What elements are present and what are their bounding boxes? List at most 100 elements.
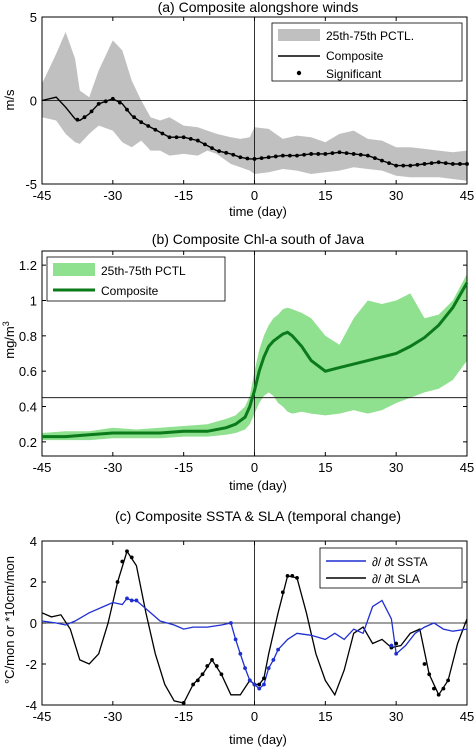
panel-a-significant-marker [245,156,250,161]
panel-a-significant-marker [323,152,328,156]
panel-a-legend-marker-swatch [296,70,302,76]
panel-c-sla-significant-marker [210,658,214,662]
panel-a-significant-marker [89,109,94,114]
panel-a-significant-marker [217,149,221,154]
panel-b-percentile-band [42,274,467,441]
panel-c-sla-significant-marker [295,576,299,580]
panel-c-sla-significant-marker [290,573,295,578]
panel-a-significant-marker [75,117,80,122]
panel-c-title: (c) Composite SSTA & SLA (temporal chang… [115,508,401,524]
panel-a-significant-marker [195,138,200,143]
panel-a-significant-marker [238,155,243,160]
panel-c-sla-significant-marker [219,672,224,677]
panel-c-sla-significant-marker [257,682,262,687]
panel-a-significant-marker [146,124,151,128]
panel-c-ssta-significant-marker [252,682,257,687]
panel-a-significant-marker [373,156,377,161]
panel-c-ssta-significant-marker [262,682,266,687]
panel-a-significant-marker [224,150,229,155]
panel-a-significant-marker [167,135,172,140]
panel-a-significant-marker [443,161,448,166]
panel-c-sla-significant-marker [280,590,285,595]
panel-a-significant-marker [103,99,108,104]
panel-a-xlabel: time (day) [229,204,287,219]
panel-a-x-tick-label: 15 [318,188,332,203]
panel-b-ylabel-text: mg/m [2,326,17,359]
panel-a-significant-marker [181,135,186,140]
panel-a-significant-marker [365,153,370,158]
panel-a-composite-alongshore-winds: (a) Composite alongshore winds m/s time … [2,0,474,219]
panel-c-sla-significant-marker [262,676,266,681]
panel-c-ssta-significant-marker [394,651,399,656]
panel-b-x-tick-label: 15 [318,460,332,475]
panel-b-y-tick-label: 1.2 [19,258,37,273]
panel-a-legend-band-swatch [278,29,320,41]
panel-b-legend-label: Composite [101,284,159,298]
panel-a-significant-marker [125,107,129,112]
panel-a-significant-marker [273,154,278,159]
panel-a-percentile-band [42,32,467,181]
panel-c-ssta-significant-marker [266,666,271,670]
panel-b-x-tick-label: -30 [103,460,122,475]
panel-c-xlabel: time (day) [229,732,287,747]
panel-c-y-tick-label: -4 [25,698,37,713]
panel-b-composite-line [42,282,469,439]
panel-a-significant-marker [387,161,391,166]
panel-c-sla-significant-marker [436,692,441,697]
panel-a-x-tick-label: 30 [389,188,403,203]
panel-a-y-tick-label: 0 [30,94,37,109]
panel-a-y-tick-label: -5 [25,177,37,192]
panel-a-significant-marker [160,131,165,136]
panel-c-sla-significant-marker [195,678,200,683]
panel-a-x-tick-label: 0 [251,188,258,203]
panel-a-significant-marker [174,135,179,140]
panel-c-sla-significant-marker [441,686,446,691]
panel-a-significant-marker [153,127,158,132]
panel-c-x-tick-label: -45 [33,709,52,724]
panel-b-legend-label: 25th-75th PCTL [101,264,186,278]
panel-c-sla-significant-marker [446,678,451,683]
panel-c-x-tick-label: -30 [103,709,122,724]
panel-c-y-tick-label: -2 [25,657,37,672]
panel-a-significant-marker [110,96,115,101]
panel-b-composite-chl-a: (b) Composite Chl-a south of Java mg/m3 … [1,231,474,493]
panel-c-ssta-significant-marker [271,658,276,662]
panel-b-x-tick-label: 45 [460,460,474,475]
panel-c-sla-significant-marker [120,559,125,564]
panel-a-significant-marker [82,115,87,120]
panel-a-significant-marker [132,115,136,120]
panel-a-significant-marker [259,156,264,161]
panel-b-y-tick-label: 0.6 [19,364,37,379]
panel-a-significant-marker [252,157,257,161]
panel-c-ssta-significant-marker [129,598,134,603]
panel-c-ssta-significant-marker [125,596,129,601]
panel-c-sla-significant-marker [394,641,399,646]
panel-a-significant-marker [302,152,306,157]
panel-a-significant-marker [450,162,455,166]
panel-a-significant-marker [316,152,321,156]
panel-c-ylabel: °C/mon or *10cm/mon [2,556,17,684]
panel-c-sla-significant-marker [181,701,186,705]
panel-b-legend-band-swatch [53,263,95,276]
panel-c-sla-significant-marker [191,682,196,687]
panel-c-y-tick-label: 4 [30,534,37,549]
panel-c-ssta-significant-marker [228,621,233,625]
panel-c-legend-label: ∂/ ∂t SSTA [372,555,428,569]
panel-a-significant-marker [203,142,207,147]
panel-c-ssta-significant-marker [257,686,262,691]
panel-c-ssta-significant-marker [247,678,252,683]
panel-b-y-tick-label: 0.2 [19,435,37,450]
panel-a-ylabel: m/s [2,89,17,110]
panel-c-ssta-significant-marker [134,598,139,603]
panel-a-title: (a) Composite alongshore winds [158,0,359,15]
panel-a-legend-label: Significant [326,67,382,81]
panel-c-sla-significant-marker [427,672,432,677]
panel-c-x-tick-label: -15 [174,709,193,724]
panel-a-significant-marker [358,152,363,157]
panel-a-significant-marker [351,152,356,156]
panel-c-y-tick-label: 2 [30,575,37,590]
panel-a-significant-marker [309,152,314,156]
panel-c-x-tick-label: 45 [460,709,474,724]
panel-b-x-tick-label: -45 [33,460,52,475]
